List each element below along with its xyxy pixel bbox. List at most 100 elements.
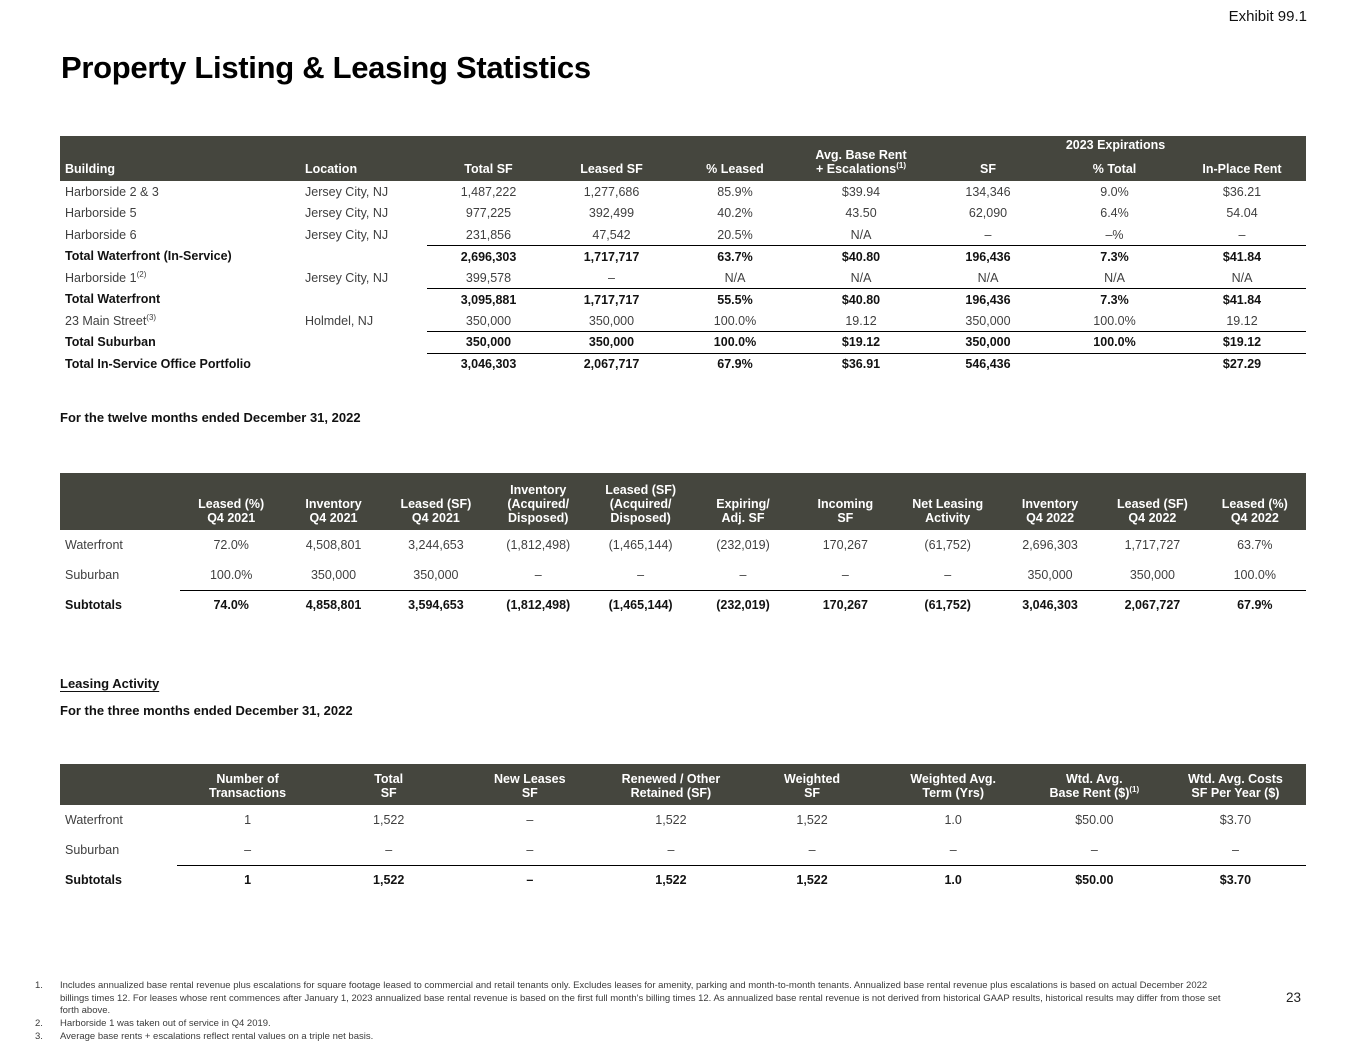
table-cell: – [608,270,615,285]
table-cell: 63.7% [1237,538,1273,552]
table-cell: N/A [977,270,999,285]
table-cell: 231,856 [465,227,512,242]
table-cell: 67.9% [673,352,797,375]
table-cell: 2,696,303 [427,245,550,267]
table-cell: 1,522 [655,813,687,827]
footnote-text: Average base rents + escalations reflect… [60,1030,374,1042]
table-cell: Holmdel, NJ [305,313,374,328]
table-cell: 54.04 [1226,206,1258,221]
table-cell: $40.80 [797,245,925,267]
column-header: Leased (SF) Q4 2022 [1101,473,1204,530]
table-cell: 196,436 [925,288,1051,310]
table-cell: Jersey City, NJ [305,270,389,285]
table-cell: (232,019) [716,538,770,552]
table-cell: –% [1105,227,1124,242]
table-cell: N/A [850,227,872,242]
row-label: Subtotals [65,873,122,887]
row-label: Harborside 1(2) [65,269,147,285]
table-cell: $19.12 [797,331,925,353]
column-header-in-place-rent: In-Place Rent [1178,157,1306,181]
table-cell: – [944,567,952,582]
leasing-stats-header: Leased (%) Q4 2021 Inventory Q4 2021 Leased … [60,473,1306,530]
column-header-pct-total: % Total [1051,157,1178,181]
column-header-building: Building [60,136,300,181]
table-row: 23 Main Street(3) Holmdel, NJ 350,000 350,0… [60,310,1306,332]
table-cell: – [984,227,992,242]
column-header: Total SF [318,764,460,805]
table-cell: (1,465,144) [608,538,673,552]
table-cell: 170,267 [822,538,868,552]
table-row: Harborside 1(2) Jersey City, NJ 399,578 – N/… [60,267,1306,289]
leasing-activity-body: Waterfront 1 1,522–1,522 1,522 1.0 $50.00 $3.7… [60,805,1306,895]
table-cell: 392,499 [588,206,635,221]
table-cell: 350,000 [550,331,673,353]
table-cell [300,246,427,268]
table-cell: 3,244,653 [408,538,464,552]
table-cell: (1,812,498) [506,538,571,552]
table-cell: $50.00 [1023,864,1165,895]
header-spacer [60,473,180,530]
table-cell: $3.70 [1219,813,1252,827]
footnote-item: 2. Harborside 1 was taken out of service… [35,1018,1247,1031]
column-header: Wtd. Avg. Base Rent ($)(1) [1023,764,1165,805]
table-cell: – [808,842,816,857]
table-cell: 100.0% [673,331,797,353]
column-header: Leased (SF) Q4 2021 [384,473,488,530]
footnote-number: 3. [35,1030,43,1042]
table-cell: 2,696,303 [1022,538,1078,552]
table-cell: – [244,842,252,857]
table-cell [300,289,427,311]
table-cell: 7.3% [1051,288,1178,310]
row-label: Waterfront [65,813,123,827]
leasing-stats-table: Leased (%) Q4 2021 Inventory Q4 2021 Leased … [60,473,1306,620]
table-cell: (232,019) [691,589,795,620]
table-cell [1051,352,1178,375]
column-header: Leased (%) Q4 2022 [1203,473,1306,530]
table-cell: (1,465,144) [589,589,692,620]
table-cell: 1,277,686 [583,184,640,199]
table-row: Harborside 2 & 3 Jersey City, NJ 1,487,222… [60,181,1306,203]
table-cell: (61,752) [924,538,971,552]
column-group-2023-expirations: 2023 Expirations [925,136,1306,157]
table-cell: – [949,842,957,857]
table-cell: – [1090,842,1098,857]
table-cell: 546,436 [925,352,1051,375]
row-label: Total Suburban [65,335,156,350]
table-cell: 1,717,717 [550,245,673,267]
table-row: Waterfront 72.0% 4,508,801 3,244,653 (1,812,… [60,530,1306,560]
column-header: Number of Transactions [177,764,319,805]
column-header-pct-leased: % Leased [673,136,797,181]
table-cell: 3,046,303 [427,352,550,375]
table-cell: $27.29 [1178,352,1306,375]
footnote-number: 1. [35,980,43,991]
column-header: Net Leasing Activity [896,473,999,530]
table-cell: 40.2% [717,206,753,221]
twelve-months-subtitle: For the twelve months ended December 31,… [60,410,361,425]
row-label: Total Waterfront (In-Service) [65,249,232,264]
table-cell: 1.0 [944,813,962,827]
table-cell: 100.0% [1051,331,1178,353]
table-cell: 350,000 [1027,567,1073,582]
table-cell: 43.50 [845,206,877,221]
table-row: Waterfront 1 1,522 – 1,522 1,522 1.0 $50.00 $3.7… [60,805,1306,835]
table-cell: – [841,567,849,582]
table-cell: 3,046,303 [998,589,1102,620]
row-label: Harborside 6 [65,227,137,242]
table-cell: 100.0% [1233,567,1276,582]
column-header: Inventory (Acquired/Disposed) [487,473,590,530]
table-cell: 63.7% [673,245,797,267]
header-spacer [60,764,177,805]
table-cell: $40.80 [797,288,925,310]
table-cell: 85.9% [717,184,753,199]
row-label: Suburban [65,843,120,857]
table-cell: 1,522 [318,864,460,895]
column-header: Renewed / Other Retained (SF) [600,764,742,805]
row-label: Subtotals [65,598,122,612]
table-cell: – [526,842,534,857]
table-cell: 1,487,222 [460,184,517,199]
column-header-expirations-sf: SF [925,157,1051,181]
table-cell: $41.84 [1178,245,1306,267]
table-cell: $3.70 [1164,864,1306,895]
table-cell: – [1231,842,1239,857]
